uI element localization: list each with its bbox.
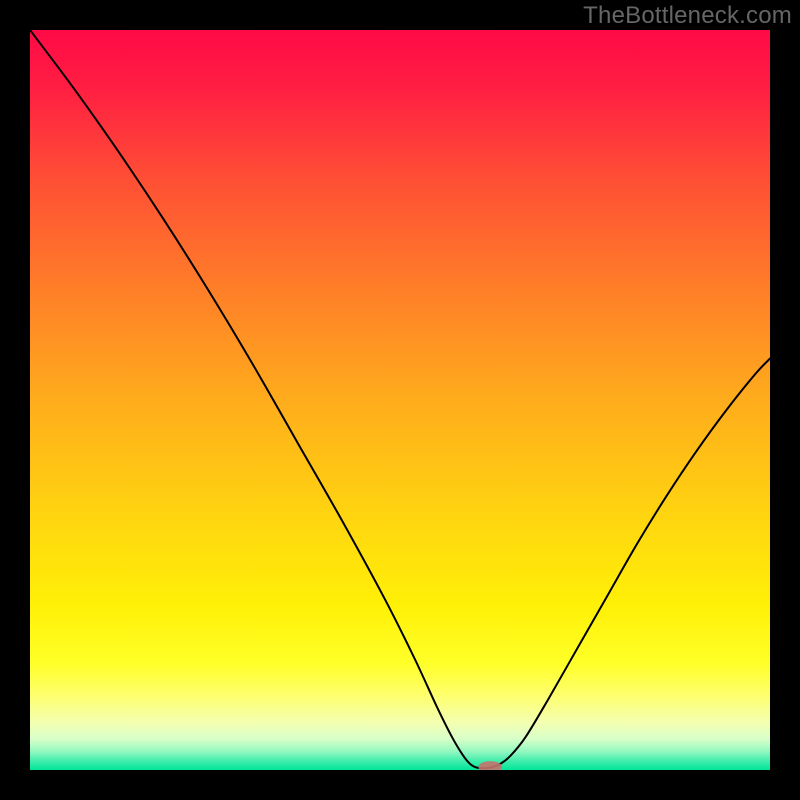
chart-frame: TheBottleneck.com <box>0 0 800 800</box>
gradient-background <box>30 30 770 770</box>
bottleneck-chart <box>30 30 770 770</box>
watermark-label: TheBottleneck.com <box>583 2 792 30</box>
plot-area <box>30 30 770 770</box>
